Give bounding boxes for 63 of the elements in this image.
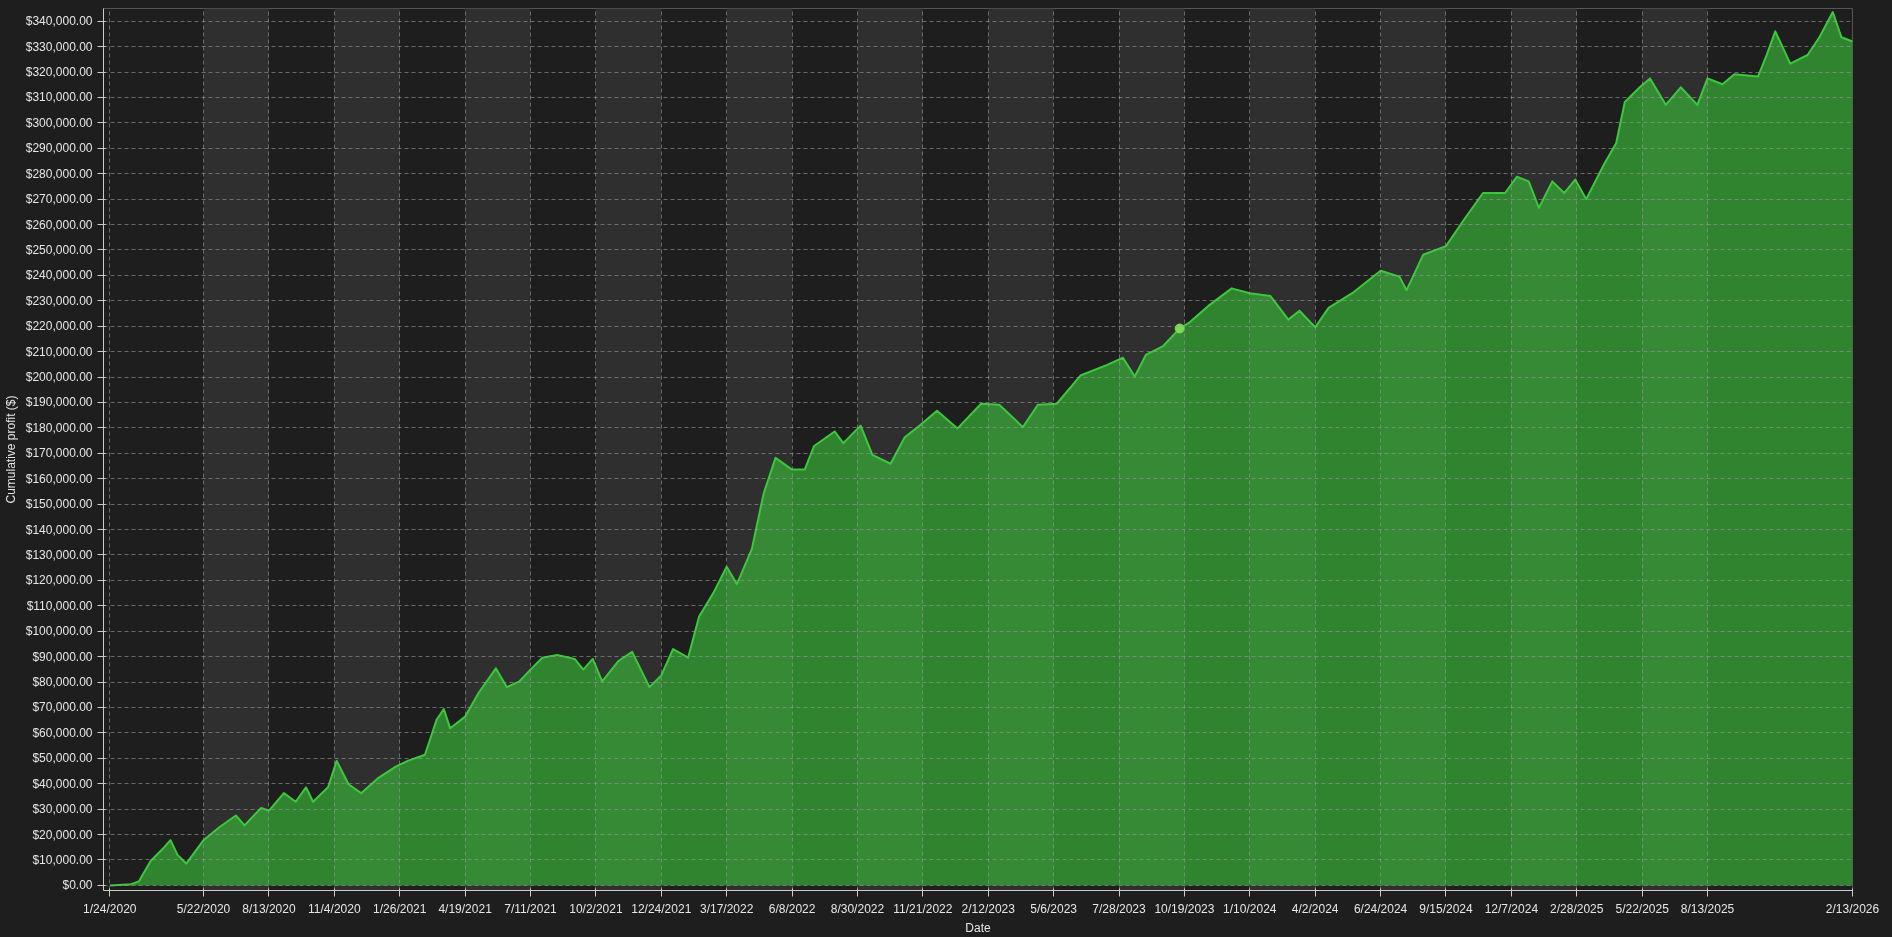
- x-tick-label: 12/7/2024: [1484, 901, 1539, 916]
- x-tick-label: 5/22/2020: [176, 901, 231, 916]
- x-tick-label: 5/6/2023: [1030, 901, 1078, 916]
- x-axis-title: Date: [965, 920, 991, 935]
- x-tick-label: 6/8/2022: [768, 901, 816, 916]
- x-tick-label: 8/13/2025: [1680, 901, 1735, 916]
- x-tick-label: 7/11/2021: [504, 901, 558, 916]
- x-tick-label: 2/13/2026: [1825, 901, 1880, 916]
- y-tick-label: $130,000.00: [25, 547, 93, 562]
- y-tick-label: $200,000.00: [25, 370, 93, 385]
- y-tick-label: $40,000.00: [32, 776, 93, 791]
- x-tick-label: 2/28/2025: [1550, 901, 1604, 916]
- y-tick-label: $340,000.00: [25, 14, 93, 29]
- y-tick-label: $160,000.00: [25, 471, 93, 486]
- y-tick-label: $300,000.00: [25, 115, 93, 130]
- x-tick-label: 10/19/2023: [1154, 901, 1215, 916]
- y-tick-label: $290,000.00: [25, 141, 93, 156]
- y-tick-label: $110,000.00: [26, 598, 93, 613]
- x-tick-label: 1/26/2021: [373, 901, 427, 916]
- x-tick-label: 4/19/2021: [438, 901, 493, 916]
- y-tick-label: $170,000.00: [25, 446, 93, 461]
- y-tick-label: $220,000.00: [25, 319, 93, 334]
- x-tick-label: 9/15/2024: [1419, 901, 1473, 916]
- x-tick-label: 8/13/2020: [242, 901, 296, 916]
- x-tick-label: 8/30/2022: [830, 901, 885, 916]
- y-tick-label: $90,000.00: [32, 649, 93, 664]
- x-tick-label: 4/2/2024: [1291, 901, 1339, 916]
- y-tick-label: $100,000.00: [25, 624, 93, 639]
- x-tick-label: 11/21/2022: [893, 901, 953, 916]
- y-tick-label: $140,000.00: [25, 522, 93, 537]
- y-tick-label: $320,000.00: [25, 65, 93, 80]
- x-tick-label: 7/28/2023: [1092, 901, 1147, 916]
- y-tick-label: $30,000.00: [32, 802, 93, 817]
- x-tick-label: 2/12/2023: [961, 901, 1016, 916]
- y-tick-label: $260,000.00: [25, 217, 93, 232]
- y-tick-label: $60,000.00: [32, 725, 93, 740]
- y-tick-label: $280,000.00: [25, 166, 93, 181]
- x-tick-label: 6/24/2024: [1353, 901, 1408, 916]
- y-tick-label: $70,000.00: [32, 700, 93, 715]
- x-tick-label: 3/17/2022: [699, 901, 754, 916]
- y-tick-label: $150,000.00: [25, 497, 93, 512]
- y-tick-label: $180,000.00: [25, 420, 93, 435]
- y-tick-label: $0.00: [62, 878, 93, 893]
- y-tick-label: $240,000.00: [25, 268, 93, 283]
- y-tick-label: $330,000.00: [25, 39, 93, 54]
- y-tick-label: $190,000.00: [25, 395, 93, 410]
- y-tick-label: $230,000.00: [25, 293, 93, 308]
- x-tick-label: 1/10/2024: [1223, 901, 1277, 916]
- y-tick-label: $50,000.00: [32, 751, 93, 766]
- x-tick-label: 10/2/2021: [569, 901, 623, 916]
- y-tick-label: $210,000.00: [25, 344, 93, 359]
- x-tick-label: 12/24/2021: [631, 901, 692, 916]
- y-tick-label: $20,000.00: [32, 827, 93, 842]
- y-tick-label: $10,000.00: [32, 853, 93, 867]
- x-tick-label: 1/24/2020: [83, 901, 137, 916]
- y-tick-label: $250,000.00: [25, 242, 93, 257]
- y-axis-title: Cumulative profit ($): [3, 395, 18, 504]
- x-tick-label: 5/22/2025: [1615, 901, 1670, 916]
- y-tick-label: $120,000.00: [25, 573, 93, 588]
- x-tick-label: 11/4/2020: [308, 901, 361, 916]
- y-tick-label: $80,000.00: [32, 675, 93, 690]
- y-tick-label: $310,000.00: [25, 90, 93, 105]
- y-tick-label: $270,000.00: [25, 192, 93, 207]
